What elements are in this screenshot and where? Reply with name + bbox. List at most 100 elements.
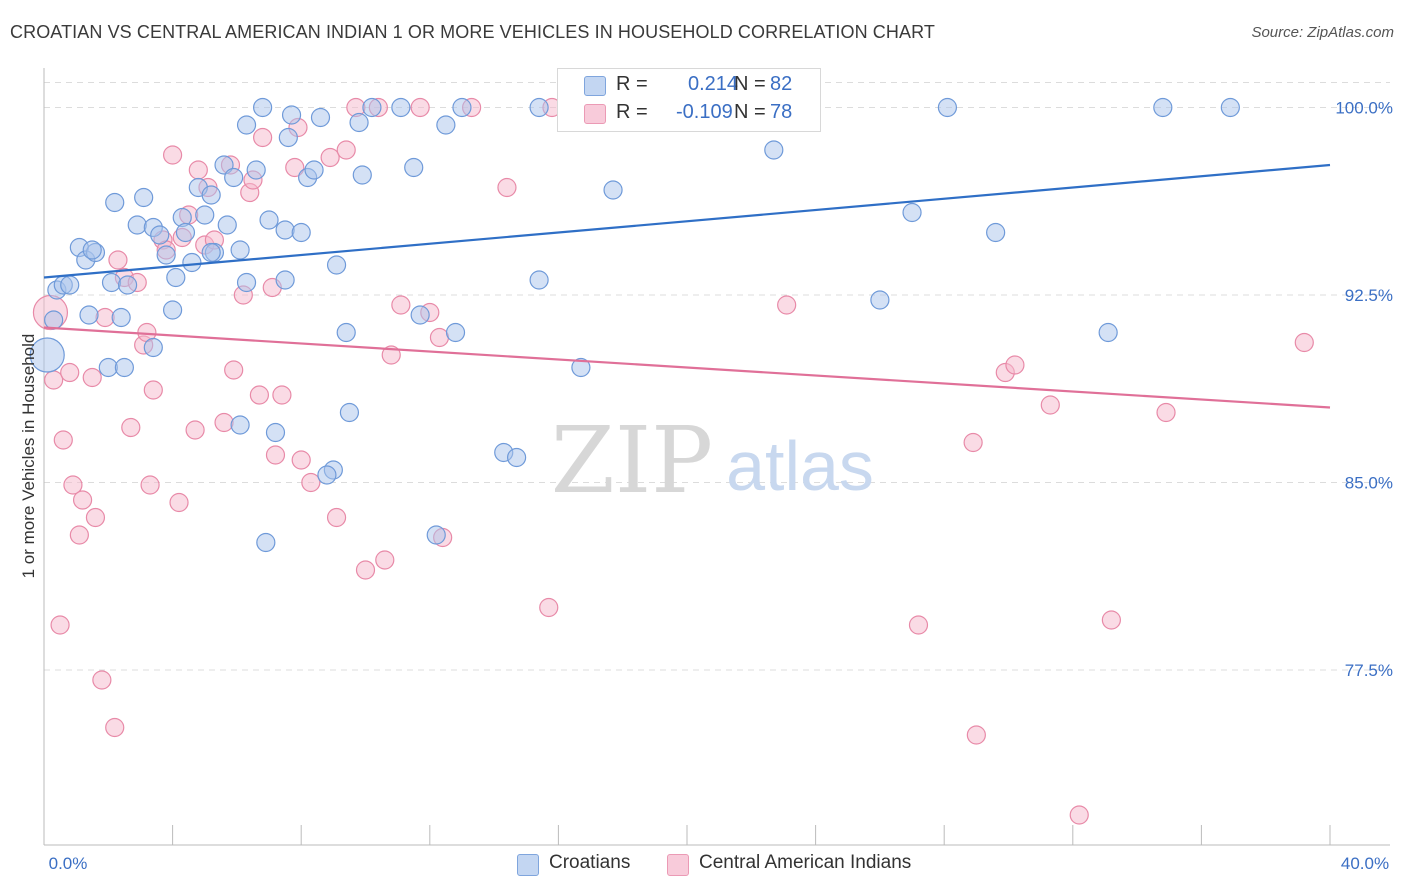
croatian-point [410, 305, 430, 325]
legend-r-value: 0.214 [688, 73, 739, 95]
croatian-point [230, 240, 250, 260]
croatian-point [452, 97, 472, 118]
central-american-indian-point [966, 725, 986, 745]
croatian-point [336, 322, 356, 343]
croatian-point [236, 272, 257, 293]
croatian-point [317, 465, 337, 485]
central-american-indian-point [60, 362, 80, 383]
x-tick-label-max: 40.0% [1341, 854, 1389, 873]
central-american-indian-point [121, 417, 141, 438]
central-american-indian-point [272, 385, 292, 405]
central-american-indian-point [1294, 332, 1314, 353]
croatian-point [265, 422, 286, 443]
bottom-legend-label: Central American Indians [699, 852, 912, 873]
croatian-point [507, 447, 527, 468]
croatian-point [1153, 97, 1173, 118]
croatian-point [111, 307, 131, 328]
central-american-indian-point [163, 145, 183, 165]
croatian-point [445, 322, 466, 343]
croatian-point [391, 97, 411, 118]
croatian-point [1220, 97, 1240, 118]
central-american-indian-point [391, 295, 411, 315]
croatian-point [143, 337, 163, 358]
croatian-point [275, 270, 295, 290]
croatian-point [352, 165, 372, 185]
croatian-point [310, 107, 331, 128]
central-american-indian-point [336, 140, 356, 160]
central-american-indian-point [95, 307, 115, 328]
croatian-point [529, 97, 549, 118]
grid-lines [44, 82, 1390, 671]
chart-title: CROATIAN VS CENTRAL AMERICAN INDIAN 1 OR… [10, 22, 935, 42]
croatian-point [529, 270, 549, 290]
source-label: Source: ZipAtlas.com [1251, 24, 1394, 41]
croatian-point [339, 402, 360, 423]
croatian-point [349, 112, 369, 133]
croatian-point [870, 290, 890, 310]
central-american-indian-point [63, 475, 83, 495]
central-american-indian-point [291, 450, 311, 470]
croatian-point [29, 337, 65, 373]
bottom-legend-swatch-pink [667, 854, 689, 876]
legend-swatch-blue [584, 76, 606, 96]
croatian-point [275, 220, 295, 240]
watermark-zip: ZIP [551, 407, 713, 514]
central-american-indian-point [1101, 610, 1121, 630]
central-american-indian-point [1069, 805, 1089, 825]
croatian-point [79, 305, 99, 325]
legend-r-value: -0.109 [676, 101, 733, 123]
legend-n-value: 78 [770, 101, 793, 123]
watermark-atlas: atlas [726, 427, 874, 505]
tick-labels: 77.5% 85.0% 92.5% 100.0% 0.0% 40.0% [49, 99, 1393, 874]
croatian-point [156, 245, 176, 265]
central-american-indian-point [301, 472, 321, 493]
croatian-point [230, 415, 250, 435]
croatian-point [134, 187, 154, 208]
central-american-indian-point [253, 127, 273, 148]
central-american-indian-point [777, 295, 797, 315]
croatian-point [603, 180, 623, 200]
croatian-point [259, 210, 279, 230]
croatian-point [937, 97, 958, 118]
central-american-indian-point [105, 717, 125, 738]
central-american-indian-point [188, 160, 208, 180]
legend-n-value: 82 [770, 73, 793, 95]
central-american-indian-point [265, 445, 286, 465]
central-american-indian-point [410, 97, 430, 118]
croatian-point [362, 97, 382, 118]
central-american-indian-point [326, 507, 347, 528]
croatian-point [105, 192, 125, 213]
croatian-point [902, 202, 922, 223]
croatian-point [150, 225, 170, 245]
croatian-point [175, 222, 196, 243]
croatian-point [166, 267, 186, 288]
croatian-point [436, 115, 456, 135]
central-american-indian-point [82, 367, 102, 388]
central-american-indian-point [539, 597, 559, 618]
legend-r-label: R = [616, 101, 648, 123]
axes [43, 68, 1390, 846]
croatian-point [764, 140, 784, 160]
croatian-point [217, 215, 237, 235]
croatian-point [60, 275, 80, 295]
croatian-point [1098, 322, 1118, 343]
croatian-point [101, 272, 122, 293]
croatian-point [201, 242, 221, 263]
croatian-point [98, 357, 118, 378]
legend-n-label: N = [734, 73, 766, 95]
croatian-point [278, 127, 298, 148]
y-axis-label: 1 or more Vehicles in Household [19, 334, 38, 579]
croatian-point [201, 185, 221, 205]
croatian-point [127, 215, 147, 235]
central-american-indian-point [1156, 402, 1176, 423]
croatian-point [253, 97, 273, 118]
croatian-point [182, 252, 202, 273]
central-american-indian-point [169, 492, 189, 513]
central-american-indian-point [908, 615, 929, 635]
central-american-indian-point [1005, 355, 1025, 375]
croatian-point [404, 157, 424, 178]
croatian-point [326, 255, 347, 275]
trendline [43, 326, 1331, 409]
central-american-indian-point [69, 525, 89, 545]
